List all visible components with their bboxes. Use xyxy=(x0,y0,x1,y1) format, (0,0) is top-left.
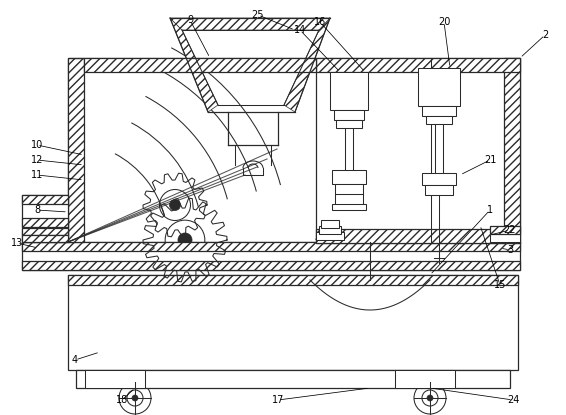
Bar xyxy=(22,228,68,235)
Circle shape xyxy=(178,233,192,247)
Bar xyxy=(332,204,366,210)
Bar xyxy=(490,226,520,234)
Text: 4: 4 xyxy=(72,355,78,365)
Text: 22: 22 xyxy=(504,225,516,235)
Polygon shape xyxy=(170,18,218,112)
Bar xyxy=(22,242,520,270)
Text: 24: 24 xyxy=(507,395,519,405)
Circle shape xyxy=(132,395,138,401)
Text: 1: 1 xyxy=(487,205,493,215)
Bar xyxy=(490,226,520,242)
Bar xyxy=(22,242,520,251)
Bar xyxy=(22,228,68,242)
Bar xyxy=(334,110,364,120)
Bar xyxy=(332,170,366,184)
Text: 20: 20 xyxy=(438,17,450,27)
Text: 12: 12 xyxy=(31,155,43,165)
Bar xyxy=(22,195,68,227)
Bar xyxy=(68,275,518,285)
Bar xyxy=(504,58,520,243)
Text: 14: 14 xyxy=(294,25,306,35)
Bar xyxy=(319,226,341,234)
Text: 18: 18 xyxy=(116,395,128,405)
Bar xyxy=(418,68,460,106)
Bar xyxy=(22,195,68,204)
Bar xyxy=(335,184,363,194)
Text: 25: 25 xyxy=(252,10,264,20)
Circle shape xyxy=(427,395,433,401)
Bar xyxy=(85,370,145,388)
Bar xyxy=(426,116,452,124)
Text: 13: 13 xyxy=(11,238,23,248)
Bar xyxy=(316,58,520,72)
Text: 16: 16 xyxy=(314,17,326,27)
Bar xyxy=(336,120,362,128)
Bar xyxy=(316,229,504,243)
Bar xyxy=(330,72,368,110)
Bar xyxy=(395,370,455,388)
Bar xyxy=(76,370,510,388)
Bar xyxy=(422,173,456,185)
Bar xyxy=(425,185,453,195)
Circle shape xyxy=(169,200,181,210)
Text: 9: 9 xyxy=(187,15,193,25)
Polygon shape xyxy=(284,18,330,112)
Bar xyxy=(22,235,68,242)
Bar xyxy=(22,261,520,270)
Polygon shape xyxy=(170,18,330,30)
Bar xyxy=(68,275,518,370)
Bar xyxy=(316,58,520,243)
Text: 8: 8 xyxy=(34,205,40,215)
Text: 3: 3 xyxy=(507,245,513,255)
Text: 15: 15 xyxy=(494,280,506,290)
Text: 21: 21 xyxy=(484,155,496,165)
Bar xyxy=(22,218,68,227)
Text: 11: 11 xyxy=(31,170,43,180)
Bar xyxy=(316,232,344,240)
Bar xyxy=(84,58,316,72)
Text: 10: 10 xyxy=(31,140,43,150)
Bar xyxy=(321,220,339,228)
Bar xyxy=(422,106,456,116)
Bar xyxy=(68,58,84,242)
Text: 17: 17 xyxy=(272,395,284,405)
Text: 2: 2 xyxy=(542,30,548,40)
